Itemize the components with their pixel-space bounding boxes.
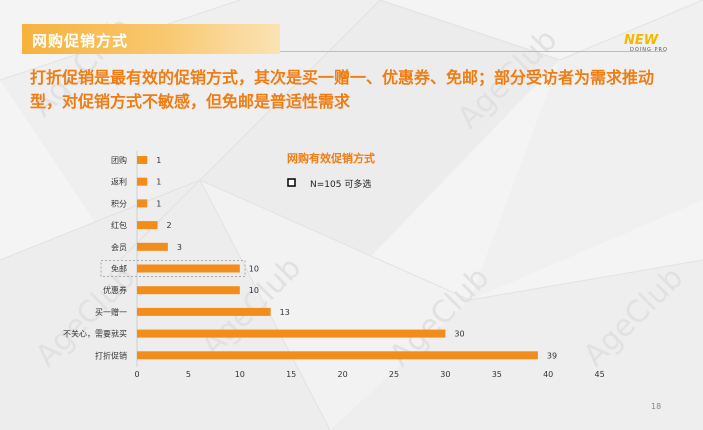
- category-label: 优惠券: [103, 285, 127, 295]
- category-label: 积分: [111, 198, 127, 208]
- x-tick-label: 35: [492, 370, 502, 379]
- bar: [137, 199, 148, 208]
- bar: [137, 351, 538, 360]
- x-tick-label: 45: [595, 370, 605, 379]
- x-tick-label: 40: [543, 370, 553, 379]
- category-label: 免邮: [111, 264, 127, 274]
- logo-wordmark: NEW: [624, 33, 659, 48]
- x-tick-label: 20: [338, 370, 348, 379]
- logo-subtext: DOING PRO: [630, 47, 668, 53]
- section-header: 网购促销方式: [22, 24, 280, 54]
- bar: [137, 307, 271, 316]
- x-tick-label: 15: [286, 370, 296, 379]
- bar: [137, 286, 240, 295]
- category-label: 红包: [111, 220, 127, 230]
- data-label: 1: [156, 199, 161, 208]
- category-label: 不关心，需要就买: [63, 329, 127, 339]
- bar: [137, 242, 168, 251]
- bar: [137, 177, 148, 186]
- x-tick-label: 25: [389, 370, 399, 379]
- x-tick-label: 10: [235, 370, 245, 379]
- data-label: 10: [249, 286, 259, 295]
- category-label: 打折促销: [95, 350, 127, 360]
- data-label: 30: [454, 330, 464, 339]
- legend-marker: [287, 178, 296, 187]
- category-label: 返利: [111, 177, 127, 187]
- category-label: 会员: [111, 242, 127, 252]
- bar: [137, 329, 446, 338]
- section-title: 网购促销方式: [32, 32, 129, 50]
- x-tick-label: 30: [440, 370, 450, 379]
- category-label: 买一赠一: [95, 307, 127, 317]
- data-label: 1: [156, 178, 161, 187]
- chart-title: 网购有效促销方式: [287, 151, 375, 165]
- bar: [137, 156, 148, 164]
- slide-headline: 打折促销是最有效的促销方式，其次是买一赠一、优惠券、免邮；部分受访者为需求推动型…: [30, 68, 655, 111]
- data-label: 39: [547, 351, 557, 360]
- bar: [137, 221, 158, 230]
- data-label: 1: [156, 156, 161, 165]
- header-divider: [280, 51, 666, 52]
- highlight-box: [100, 260, 246, 277]
- category-label: 团购: [111, 155, 127, 165]
- data-label: 3: [177, 243, 182, 252]
- data-label: 2: [167, 221, 172, 230]
- page-number: 18: [651, 402, 662, 411]
- legend-label: N=105 可多选: [310, 178, 371, 190]
- bar: [137, 264, 240, 273]
- x-tick-label: 5: [186, 370, 191, 379]
- data-label: 13: [280, 308, 290, 317]
- brand-logo: NEW DOING PRO: [624, 34, 670, 54]
- x-tick-label: 0: [134, 370, 139, 379]
- data-label: 10: [249, 265, 259, 274]
